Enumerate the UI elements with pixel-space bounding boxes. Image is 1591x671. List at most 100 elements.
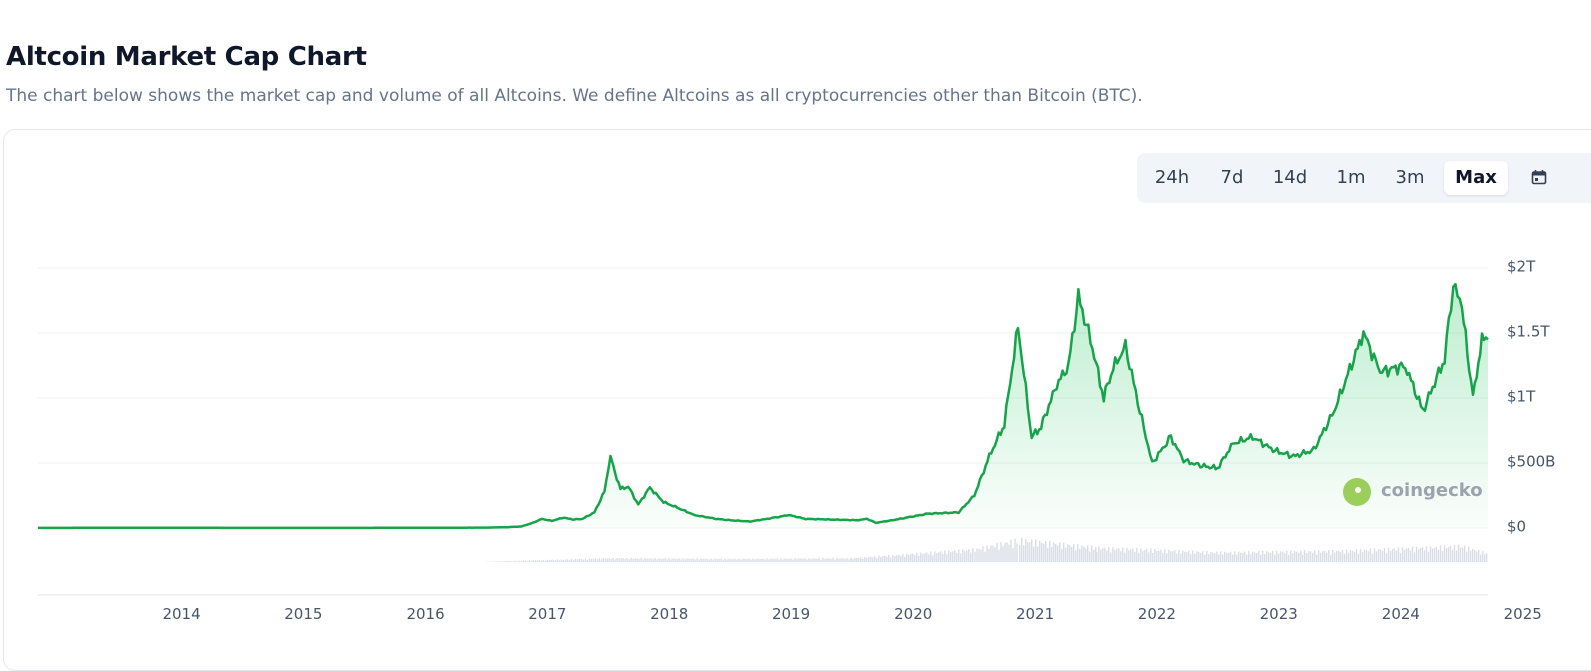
volume-bar bbox=[1316, 555, 1317, 562]
volume-bar bbox=[732, 559, 733, 562]
range-button-3m[interactable]: 3m bbox=[1385, 161, 1435, 195]
volume-bar bbox=[1356, 549, 1357, 562]
volume-bar bbox=[850, 558, 851, 562]
volume-bar bbox=[828, 558, 829, 562]
volume-bar bbox=[1206, 551, 1207, 562]
volume-bar bbox=[1388, 548, 1389, 562]
volume-bar bbox=[541, 560, 542, 562]
volume-bar bbox=[1362, 552, 1363, 562]
volume-bar bbox=[1102, 548, 1103, 562]
volume-bar bbox=[664, 558, 665, 562]
volume-bar bbox=[603, 558, 604, 562]
volume-bar bbox=[1156, 551, 1157, 562]
range-button-24h[interactable]: 24h bbox=[1145, 161, 1199, 195]
volume-bar bbox=[682, 558, 683, 562]
volume-bar bbox=[966, 551, 967, 562]
volume-bar bbox=[608, 558, 609, 562]
volume-bar bbox=[648, 559, 649, 562]
volume-bar bbox=[1288, 555, 1289, 562]
volume-bar bbox=[1392, 549, 1393, 562]
volume-bar bbox=[1422, 547, 1423, 562]
volume-bar bbox=[509, 561, 510, 562]
volume-bar bbox=[1258, 551, 1259, 562]
calendar-icon[interactable] bbox=[1531, 169, 1547, 185]
volume-bar bbox=[676, 559, 677, 562]
volume-bar bbox=[1460, 547, 1461, 562]
volume-bar bbox=[1045, 541, 1046, 562]
x-tick-label: 2022 bbox=[1138, 605, 1176, 623]
volume-bar bbox=[620, 558, 621, 562]
volume-bar bbox=[788, 559, 789, 562]
volume-bar bbox=[954, 550, 955, 562]
volume-bar bbox=[686, 558, 687, 562]
volume-bar bbox=[660, 559, 661, 562]
volume-bar bbox=[577, 559, 578, 562]
volume-bar bbox=[1216, 552, 1217, 562]
volume-bar bbox=[1114, 550, 1115, 562]
volume-bar bbox=[1480, 555, 1481, 562]
volume-bar bbox=[1402, 547, 1403, 562]
volume-bar bbox=[968, 549, 969, 562]
volume-bar bbox=[581, 559, 582, 562]
volume-bar bbox=[1174, 550, 1175, 562]
volume-bar bbox=[818, 558, 819, 562]
volume-bar bbox=[519, 561, 520, 562]
volume-bar bbox=[956, 553, 957, 562]
volume-bar bbox=[936, 553, 937, 562]
volume-bar bbox=[1276, 551, 1277, 562]
volume-bar bbox=[1130, 549, 1131, 562]
volume-bar bbox=[1019, 545, 1020, 562]
volume-bar bbox=[567, 559, 568, 562]
volume-bar bbox=[668, 558, 669, 562]
volume-bar bbox=[1404, 550, 1405, 562]
volume-bar bbox=[575, 559, 576, 562]
volume-bar bbox=[1360, 549, 1361, 562]
x-tick-label: 2018 bbox=[650, 605, 688, 623]
volume-bar bbox=[1160, 550, 1161, 562]
x-tick-label: 2021 bbox=[1016, 605, 1054, 623]
volume-bar bbox=[1075, 550, 1076, 562]
volume-bar bbox=[1412, 547, 1413, 562]
volume-bar bbox=[1482, 551, 1483, 562]
volume-bar bbox=[626, 558, 627, 562]
volume-bar bbox=[698, 559, 699, 562]
volume-bar bbox=[1180, 553, 1181, 562]
volume-bar bbox=[1025, 539, 1026, 562]
volume-bar bbox=[545, 561, 546, 562]
volume-bar bbox=[1348, 553, 1349, 562]
volume-bar bbox=[1096, 552, 1097, 562]
volume-bar bbox=[565, 560, 566, 562]
volume-bar bbox=[942, 554, 943, 562]
volume-bar bbox=[752, 558, 753, 562]
x-tick-label: 2020 bbox=[894, 605, 932, 623]
volume-bar bbox=[1446, 548, 1447, 562]
volume-bar bbox=[1063, 542, 1064, 562]
volume-bar bbox=[1298, 553, 1299, 562]
volume-bar bbox=[792, 560, 793, 562]
volume-bar bbox=[1268, 552, 1269, 562]
volume-bar bbox=[1374, 548, 1375, 562]
range-button-14d[interactable]: 14d bbox=[1265, 161, 1315, 195]
volume-bar bbox=[948, 550, 949, 562]
volume-bar bbox=[876, 558, 877, 562]
volume-bar bbox=[1350, 550, 1351, 562]
volume-bar bbox=[1384, 548, 1385, 562]
volume-bar bbox=[1398, 547, 1399, 562]
volume-bar bbox=[1378, 549, 1379, 562]
volume-bar bbox=[1300, 551, 1301, 562]
volume-bar bbox=[614, 559, 615, 562]
volume-bar bbox=[1250, 554, 1251, 562]
volume-bar bbox=[680, 559, 681, 562]
coingecko-logo-icon bbox=[1343, 478, 1371, 506]
range-button-1m[interactable]: 1m bbox=[1326, 161, 1376, 195]
range-button-7d[interactable]: 7d bbox=[1207, 161, 1257, 195]
volume-bar bbox=[730, 559, 731, 562]
volume-bar bbox=[1073, 544, 1074, 562]
volume-bar bbox=[593, 559, 594, 562]
volume-bar bbox=[1240, 553, 1241, 562]
volume-bar bbox=[589, 559, 590, 562]
range-button-max[interactable]: Max bbox=[1444, 161, 1508, 195]
x-tick-label: 2014 bbox=[162, 605, 200, 623]
volume-bar bbox=[1230, 552, 1231, 562]
volume-bar bbox=[766, 558, 767, 562]
